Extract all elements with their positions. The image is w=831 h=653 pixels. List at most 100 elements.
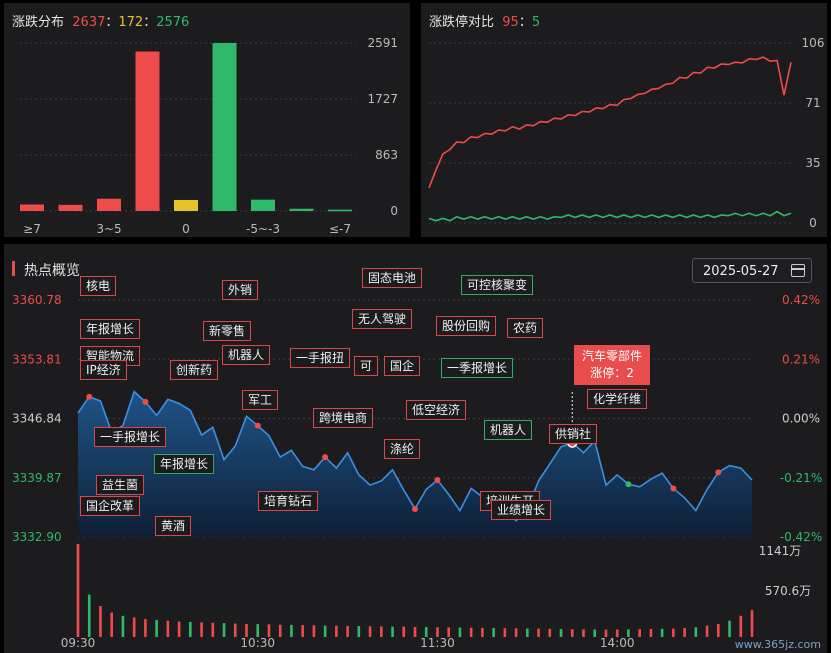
hotspot-tag[interactable]: 培育钻石 (258, 491, 319, 511)
volume-tick-label: 570.6万 (765, 584, 811, 598)
watermark: www.365jz.com (734, 638, 821, 651)
volume-bar (413, 626, 417, 637)
hotspot-tag[interactable]: 固态电池 (362, 268, 423, 288)
limit-up-count: 95 (502, 15, 519, 30)
title-accent-bar (12, 261, 15, 276)
x-tick-label: 09:30 (61, 636, 96, 650)
volume-bar (245, 623, 248, 637)
hotspot-panel: 热点概览 2025-05-27 3360.78 0.42% 3353.81 0.21%… (4, 244, 827, 653)
hotspot-tag[interactable]: 股份回购 (436, 316, 497, 336)
hotspot-tag[interactable]: 化学纤维 (587, 389, 648, 409)
hotspot-tag[interactable]: 外销 (222, 280, 259, 300)
hotspot-tag[interactable]: 一季报增长 (441, 358, 514, 378)
volume-bar (312, 625, 316, 637)
hotspot-tag[interactable]: 新零售 (203, 321, 252, 341)
volume-bar (582, 629, 585, 637)
series-line (428, 56, 792, 189)
volume-bar (380, 626, 383, 637)
volume-bar (391, 626, 394, 637)
bar (58, 204, 83, 211)
y-tick-label: 2591 (367, 36, 398, 50)
volume-bar (222, 623, 226, 637)
tag-anchor-dot (142, 398, 149, 405)
bar (174, 199, 198, 211)
hotspot-tag[interactable]: 年报增长 (80, 319, 141, 339)
x-tick-label: 11:30 (420, 636, 455, 650)
flat-count: 172 (118, 15, 144, 30)
volume-bar (570, 629, 574, 637)
volume-bar (155, 619, 158, 637)
hotspot-tag[interactable]: 可控核聚变 (461, 275, 534, 295)
hotspot-tag[interactable]: 年报增长 (154, 454, 215, 474)
tag-anchor-dot (86, 393, 93, 400)
down-count: 2576 (156, 15, 190, 30)
volume-tick-label: 1141万 (759, 544, 802, 558)
volume-bar (368, 626, 372, 637)
volume-bar (211, 622, 215, 637)
date-value: 2025-05-27 (703, 264, 779, 279)
tag-anchor-dot (670, 485, 677, 492)
hotspot-tag[interactable]: 创新药 (170, 360, 219, 380)
limit-compare-line-chart: 106 71 35 0 (428, 36, 825, 230)
y-right-tick-label: 0.00% (782, 412, 820, 426)
hotspot-tag[interactable]: 国企改革 (80, 496, 141, 516)
hotspot-tag-highlight[interactable]: 汽车零部件 涨停：2 (574, 345, 651, 385)
x-tick-label: ≤-7 (329, 222, 351, 236)
hotspot-tag[interactable]: 核电 (80, 276, 117, 296)
y-tick-label: 106 (802, 36, 825, 50)
hotspot-tag[interactable]: 军工 (242, 390, 279, 410)
volume-bar (683, 628, 686, 637)
volume-bar (200, 622, 203, 637)
hotspot-tag[interactable]: 农药 (507, 318, 544, 338)
volume-bar (110, 612, 113, 637)
hotspot-tag[interactable]: 国企 (384, 356, 421, 376)
x-tick-label: ≥7 (23, 222, 41, 236)
volume-bar (615, 629, 619, 637)
limit-compare-title: 涨跌停对比 95：5 (429, 15, 541, 30)
hotspot-tag[interactable]: 无人驾驶 (352, 309, 413, 329)
volume-bar (346, 625, 349, 637)
volume-bar (492, 628, 495, 637)
bar (251, 199, 275, 211)
tag-anchor-dot (625, 481, 632, 488)
volume-bar (593, 629, 597, 637)
hotspot-tag[interactable]: 业绩增长 (491, 500, 552, 520)
date-picker[interactable]: 2025-05-27 (692, 258, 812, 283)
hotspot-tag[interactable]: 机器人 (222, 345, 271, 365)
x-tick-label: 3~5 (96, 222, 121, 236)
calendar-icon[interactable] (791, 264, 805, 277)
y-tick-label: 863 (375, 148, 398, 162)
volume-bar (177, 621, 181, 637)
hotspot-tag[interactable]: 益生菌 (96, 475, 145, 495)
hotspot-tag[interactable]: 供销社 (549, 424, 598, 444)
volume-bar (739, 615, 743, 637)
volume-bar (458, 627, 462, 637)
volume-bar (503, 628, 507, 637)
hot-tag-sub: 涨停：2 (590, 366, 634, 380)
hotspot-tag[interactable]: IP经济 (80, 360, 127, 380)
volume-bar (526, 628, 529, 637)
hotspot-tag[interactable]: 黄酒 (155, 516, 192, 536)
x-tick-label: -5~-3 (246, 222, 280, 236)
hotspot-tag[interactable]: 跨境电商 (313, 408, 374, 428)
y-tick-label: 3360.78 (12, 293, 62, 307)
volume-bar (481, 627, 484, 637)
volume-bar (649, 629, 653, 637)
volume-bar (548, 628, 552, 637)
hotspot-title: 热点概览 (24, 263, 80, 279)
volume-bar (99, 606, 102, 637)
hotspot-tag[interactable]: 涤纶 (384, 439, 421, 459)
hotspot-tag[interactable]: 低空经济 (406, 400, 467, 420)
hotspot-tag[interactable]: 一手报扭 (290, 348, 351, 368)
bar (328, 209, 352, 212)
index-area (78, 391, 752, 537)
volume-bar (424, 627, 428, 637)
y-tick-label: 3339.87 (12, 471, 62, 485)
y-right-tick-label: 0.21% (782, 352, 820, 366)
volume-bar (323, 625, 327, 637)
hotspot-tag[interactable]: 一手报增长 (94, 427, 167, 447)
volume-bar (728, 620, 731, 637)
hotspot-tag[interactable]: 机器人 (484, 420, 533, 440)
hotspot-tag[interactable]: 可 (354, 356, 379, 376)
y-tick-label: 0 (809, 216, 817, 230)
